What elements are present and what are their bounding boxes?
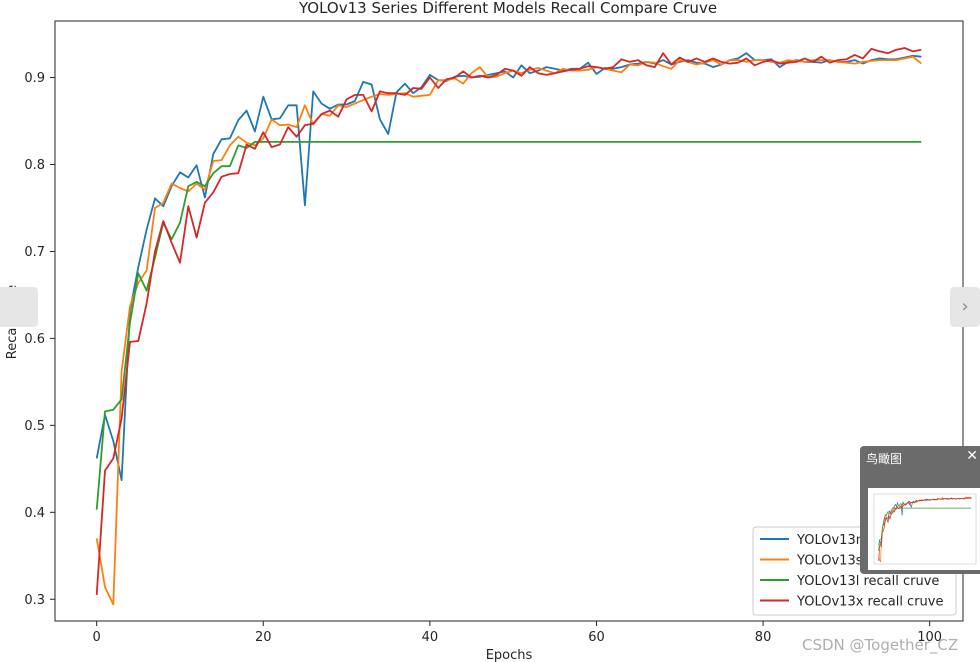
close-icon[interactable]: ✕	[966, 448, 978, 464]
prev-nav-button[interactable]	[0, 287, 38, 327]
y-tick-label: 0.4	[24, 506, 45, 521]
legend-label: YOLOv13x recall cruve	[796, 595, 944, 610]
x-tick-label: 60	[588, 630, 605, 645]
birdseye-thumbnail[interactable]	[868, 488, 980, 570]
thumbnail-series-line	[878, 496, 972, 562]
x-tick-label: 40	[422, 630, 439, 645]
y-tick-label: 0.6	[24, 332, 45, 347]
series-line-3	[95, 47, 922, 595]
chevron-right-icon: ›	[961, 296, 969, 317]
series-layer	[95, 47, 922, 606]
y-tick-label: 0.8	[24, 158, 45, 173]
thumbnail-series-line	[878, 497, 972, 548]
csdn-watermark: CSDN @Together_CZ	[802, 636, 959, 654]
x-tick-label: 80	[755, 630, 772, 645]
series-line-0	[95, 52, 922, 482]
next-nav-button[interactable]: ›	[950, 287, 980, 327]
y-tick-label: 0.5	[24, 419, 45, 434]
x-tick-label: 100	[917, 630, 942, 645]
legend-label: YOLOv13l recall cruve	[796, 574, 939, 589]
birdseye-panel[interactable]: 鸟瞰图 ✕	[860, 446, 980, 574]
x-tick-label: 0	[93, 630, 101, 645]
y-tick-label: 0.3	[24, 593, 45, 608]
thumbnail-chart	[873, 493, 977, 565]
y-tick-label: 0.9	[24, 71, 45, 86]
series-line-1	[95, 55, 922, 606]
y-tick-label: 0.7	[24, 245, 45, 260]
thumbnail-series-line	[878, 507, 972, 552]
x-axis-ticks: 0 20 40 60 80 100	[93, 621, 942, 645]
birdseye-title: 鸟瞰图	[866, 452, 903, 466]
thumbnail-frame	[873, 493, 977, 565]
x-tick-label: 20	[255, 630, 272, 645]
y-axis-ticks: 0.3 0.4 0.5 0.6 0.7 0.8 0.9	[24, 71, 55, 608]
series-line-2	[95, 140, 922, 510]
chart-title: YOLOv13 Series Different Models Recall C…	[298, 0, 717, 17]
x-axis-label: Epochs	[486, 648, 533, 662]
